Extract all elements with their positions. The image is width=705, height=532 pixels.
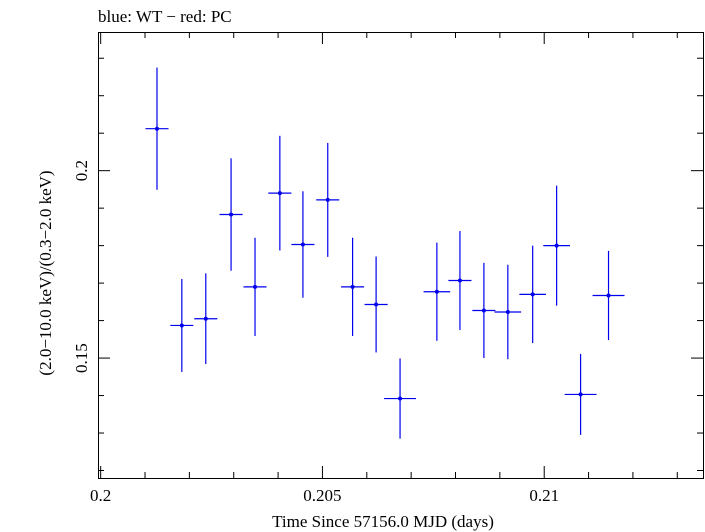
data-point: [423, 242, 451, 341]
point-marker: [606, 293, 611, 298]
x-tick-label: 0.2: [90, 486, 111, 505]
y-axis-label: (2.0−10.0 keV)/(0.3−2.0 keV): [36, 170, 55, 375]
point-marker: [325, 197, 330, 202]
point-marker: [530, 292, 535, 297]
data-point: [592, 250, 625, 341]
data-point: [316, 142, 340, 257]
point-marker: [203, 316, 208, 321]
point-marker: [505, 309, 510, 314]
point-marker: [481, 308, 486, 313]
data-point: [194, 273, 218, 365]
data-point: [543, 185, 570, 306]
data-point: [564, 353, 597, 435]
data-point: [448, 231, 472, 330]
point-marker: [434, 289, 439, 294]
data-point: [291, 191, 315, 298]
data-point: [170, 278, 194, 372]
point-marker: [229, 212, 234, 217]
data-point: [341, 237, 365, 336]
y-tick-label: 0.2: [72, 160, 91, 181]
point-marker: [554, 243, 559, 248]
data-point: [494, 264, 522, 360]
point-marker: [374, 302, 379, 307]
point-marker: [179, 323, 184, 328]
point-marker: [300, 242, 305, 247]
point-marker: [154, 126, 159, 131]
x-tick-label: 0.21: [529, 486, 559, 505]
data-points: [145, 67, 625, 439]
data-point: [384, 358, 417, 439]
point-marker: [398, 396, 403, 401]
axis-ticks: [98, 32, 703, 478]
point-marker: [277, 191, 282, 196]
chart-title: blue: WT − red: PC: [98, 7, 232, 26]
data-point: [268, 135, 292, 251]
data-point: [243, 237, 267, 336]
point-marker: [457, 278, 462, 283]
data-point: [145, 67, 169, 190]
data-point: [364, 256, 388, 353]
data-point: [219, 158, 243, 271]
x-tick-label: 0.205: [303, 486, 341, 505]
axis-tick-labels: 0.2 0.205 0.21 0.15 0.2: [72, 160, 559, 505]
data-point: [472, 262, 496, 359]
point-marker: [578, 392, 583, 397]
plot-frame: [98, 32, 704, 479]
x-axis-label: Time Since 57156.0 MJD (days): [272, 512, 494, 531]
point-marker: [350, 284, 355, 289]
data-point: [519, 245, 546, 344]
y-tick-label: 0.15: [72, 343, 91, 373]
point-marker: [253, 284, 258, 289]
